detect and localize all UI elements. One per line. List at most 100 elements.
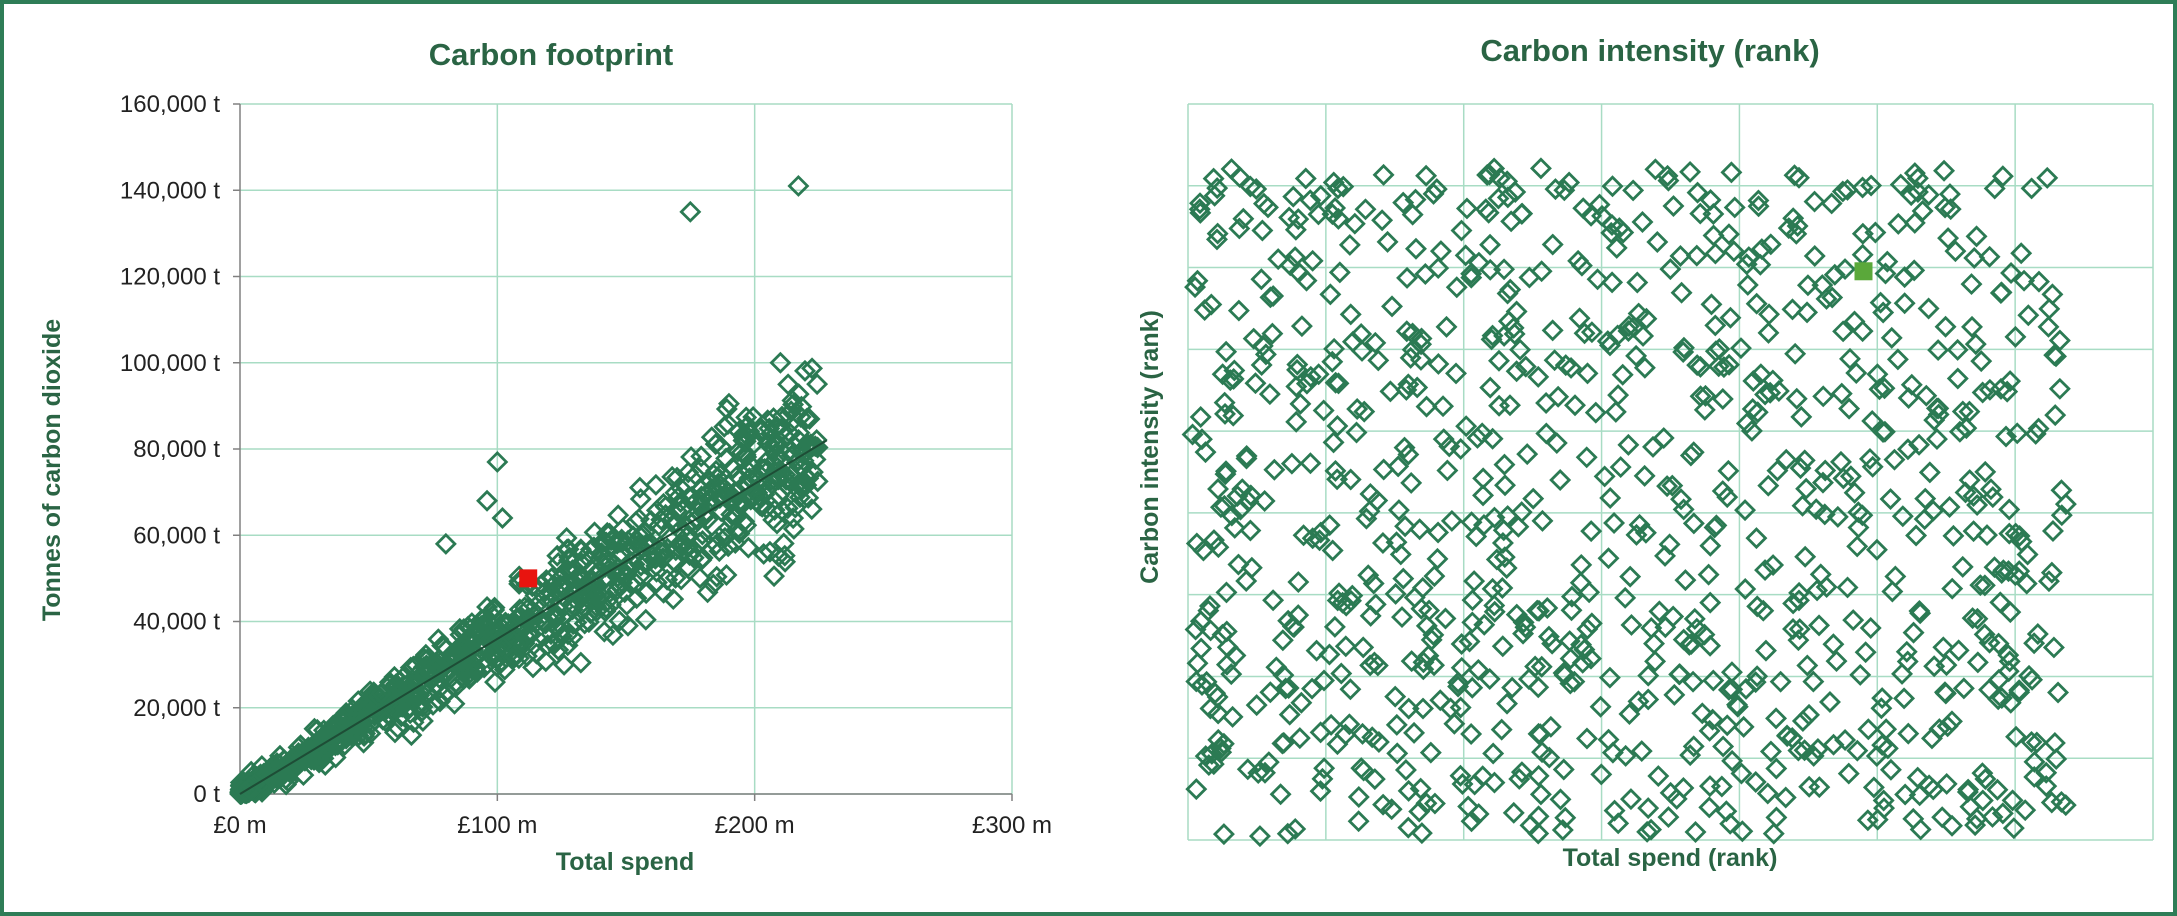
data-point (2014, 799, 2037, 822)
data-point (1981, 805, 2004, 828)
data-point (1802, 744, 1825, 767)
carbon-footprint-axes (233, 103, 1013, 801)
data-point (1793, 739, 1816, 762)
data-point (1387, 499, 1410, 522)
data-point (1872, 789, 1895, 812)
data-point (1488, 394, 1511, 417)
data-point (1721, 678, 1744, 701)
data-point (1946, 338, 1969, 361)
data-point (1589, 695, 1612, 718)
data-point (2045, 748, 2068, 770)
data-point (1965, 225, 1988, 248)
highlight-point (1854, 262, 1873, 281)
data-point (1528, 599, 1550, 622)
data-point (1776, 725, 1799, 748)
data-point (717, 392, 740, 415)
data-point (1363, 768, 1386, 791)
data-point (1200, 742, 1223, 765)
data-point (1240, 556, 1263, 579)
data-point (1925, 397, 1948, 420)
data-point (1286, 353, 1309, 376)
data-point (736, 414, 759, 437)
data-point (1659, 781, 1682, 804)
data-point (2004, 325, 2027, 348)
data-point (1642, 435, 1664, 458)
data-point (1971, 381, 1994, 404)
data-point (1822, 633, 1845, 656)
data-point (1209, 737, 1232, 760)
data-point (1973, 574, 1996, 597)
data-point (1765, 806, 1788, 829)
data-point (1537, 625, 1560, 648)
data-point (1351, 339, 1373, 362)
data-point (483, 599, 506, 621)
data-point (1922, 778, 1945, 801)
data-point (1906, 766, 1929, 789)
data-point (1920, 727, 1943, 750)
data-point (1951, 400, 1974, 423)
data-point (1759, 381, 1782, 404)
data-point (458, 667, 481, 690)
data-point (1299, 189, 1322, 212)
data-point (1734, 578, 1757, 601)
data-point (1262, 589, 1285, 612)
data-point (1896, 438, 1919, 461)
data-point (1782, 617, 1804, 640)
data-point (1399, 346, 1422, 369)
data-point (1931, 806, 1954, 829)
data-point (1211, 623, 1234, 646)
data-point (1287, 571, 1310, 594)
data-point (1553, 179, 1576, 202)
data-point (1254, 761, 1276, 784)
data-point (1872, 301, 1895, 324)
data-point (1510, 202, 1533, 225)
data-point (1720, 661, 1743, 684)
data-point (1381, 295, 1403, 318)
data-point (1372, 163, 1395, 186)
data-point (475, 617, 498, 640)
data-point (1822, 733, 1845, 756)
data-point (330, 706, 353, 729)
data-point (1809, 563, 1832, 586)
data-point (1321, 203, 1344, 226)
data-point (705, 533, 728, 556)
data-point (1372, 793, 1395, 816)
data-point (450, 636, 473, 659)
data-point (1837, 762, 1860, 785)
data-point (1663, 683, 1686, 706)
data-point (1552, 758, 1575, 781)
data-point (1516, 443, 1539, 466)
data-point (1961, 607, 1984, 630)
data-point (593, 620, 616, 643)
data-point (1387, 455, 1410, 478)
data-point (1712, 356, 1735, 379)
data-point (2025, 731, 2048, 754)
data-point (1326, 177, 1349, 200)
data-point (1669, 245, 1692, 267)
data-point (710, 462, 733, 485)
data-point (2006, 422, 2029, 445)
data-point (1657, 806, 1680, 829)
data-point (1185, 778, 1208, 801)
data-point (1737, 246, 1760, 269)
data-point (1455, 415, 1478, 438)
data-point (1633, 464, 1656, 487)
data-point (1627, 302, 1650, 325)
data-point (1812, 385, 1835, 408)
data-point (779, 422, 802, 445)
data-point (702, 573, 725, 596)
data-point (1808, 776, 1831, 799)
data-point (1271, 629, 1294, 652)
data-point (1808, 614, 1831, 637)
data-point (1962, 484, 1985, 507)
data-point (1408, 800, 1431, 823)
data-point (1272, 664, 1295, 687)
data-point (2018, 664, 2041, 687)
data-point (1970, 350, 1993, 373)
data-point (1529, 157, 1552, 180)
data-point (1974, 460, 1997, 483)
carbon-intensity-rank-chart: Carbon intensity (rank) Total spend (ran… (1136, 33, 2154, 872)
data-point (1721, 749, 1744, 772)
data-point (1717, 223, 1740, 246)
data-point (1554, 354, 1577, 377)
